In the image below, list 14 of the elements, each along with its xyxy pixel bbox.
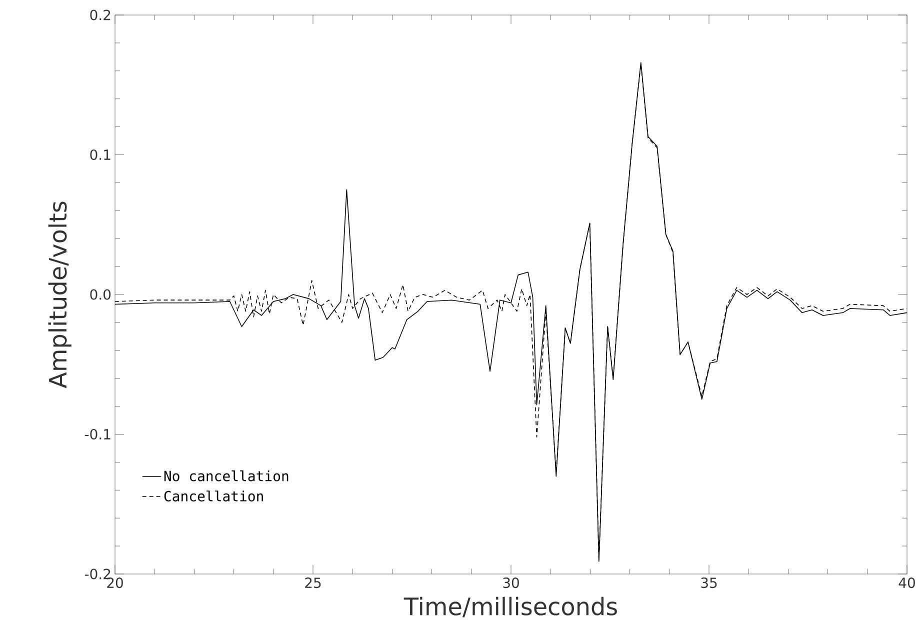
y-axis-title: Amplitude/volts: [48, 202, 72, 388]
y-tick-label: -0.2: [84, 568, 110, 580]
x-tick-label: 35: [701, 578, 717, 588]
x-tick-label: 30: [503, 578, 519, 588]
y-tick-label: 0.1: [90, 149, 110, 160]
y-tick-label: 0.0: [90, 289, 111, 300]
legend-label: Cancellation: [164, 490, 263, 502]
y-tick-label: -0.1: [84, 428, 110, 440]
x-tick-label: 20: [107, 578, 123, 588]
x-axis-title: Time/milliseconds: [404, 596, 617, 618]
y-tick-label: 0.2: [90, 10, 110, 20]
legend-label: No cancellation: [164, 470, 288, 482]
x-tick-label: 40: [898, 578, 915, 588]
x-tick-label: 25: [305, 578, 321, 588]
